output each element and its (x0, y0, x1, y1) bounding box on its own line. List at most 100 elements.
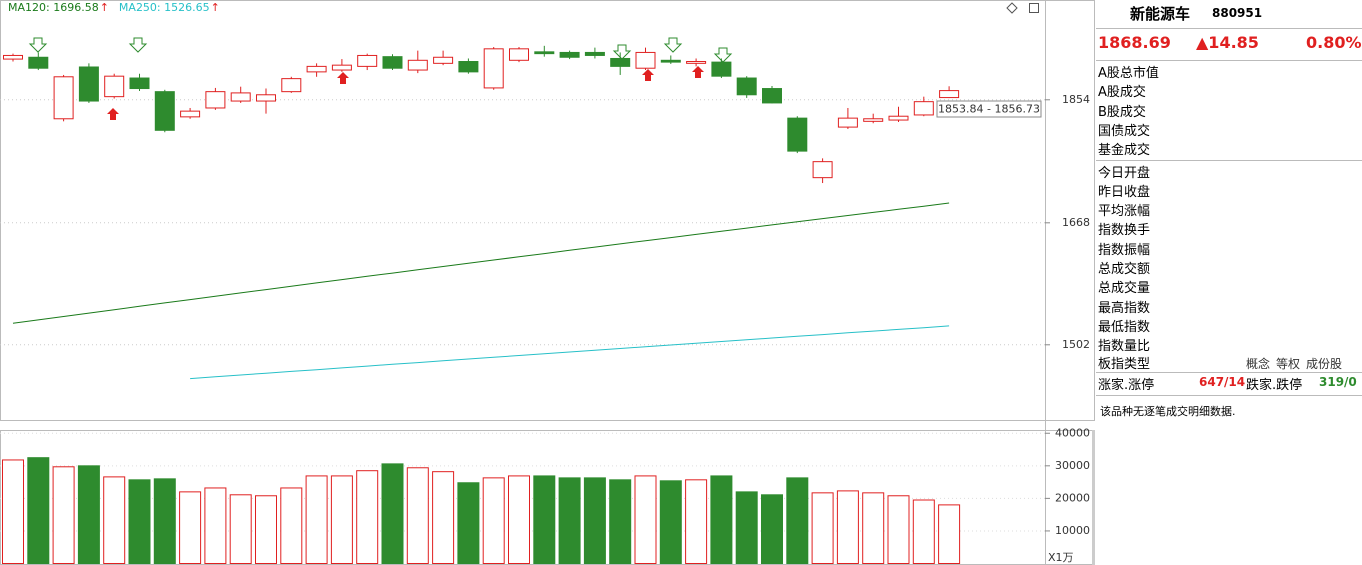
candle-body (509, 48, 529, 61)
candle-body (483, 48, 504, 89)
volume-bar (330, 475, 353, 565)
candle-body (129, 77, 150, 90)
candle-body (357, 54, 378, 67)
buy-signal (642, 69, 654, 81)
candle-body (837, 117, 858, 128)
volume-bar (811, 492, 834, 564)
y-tick-label: 1502 (1062, 338, 1090, 351)
candle-body (863, 118, 884, 122)
index-code: 880951 (1212, 6, 1263, 20)
row-label: A股总市值 (1098, 66, 1159, 81)
scrollbar[interactable] (1092, 430, 1095, 565)
volume-bar (887, 495, 910, 564)
change: ▲14.85 (1196, 33, 1259, 52)
legend-entry: MA250: 1526.65 (119, 1, 210, 14)
index-name: 新能源车 (1130, 5, 1191, 23)
candle-body (205, 91, 226, 109)
divider (1096, 395, 1362, 396)
volume-bar (685, 479, 708, 565)
sell-signal (713, 47, 733, 63)
candle-body (534, 51, 555, 55)
candle-body (28, 56, 49, 69)
candle-body (407, 59, 428, 71)
volume-bar (508, 475, 530, 565)
candle-body (711, 61, 732, 77)
candle-body (939, 90, 960, 99)
volume-bar (77, 465, 100, 565)
candle-body (331, 64, 352, 71)
candle-body (787, 117, 808, 152)
volume-bar (938, 504, 961, 565)
candle-body (230, 92, 251, 102)
sell-signal (612, 44, 632, 60)
volume-bar (179, 491, 202, 564)
price: 1868.69 (1098, 33, 1171, 52)
candle-body (458, 61, 479, 73)
index-type-option[interactable]: 成份股 (1306, 357, 1343, 371)
divider (1096, 372, 1362, 373)
row-label: 今日开盘 (1098, 165, 1151, 181)
volume-bar (862, 492, 885, 564)
volume-bar (482, 477, 505, 564)
candle-body (180, 110, 201, 118)
volume-bar (2, 459, 24, 564)
row-label: 昨日收盘 (1098, 184, 1151, 200)
index-type-option[interactable]: 概念 (1246, 357, 1271, 371)
y-tick-label: 1854 (1062, 93, 1090, 106)
row-label: 最低指数 (1098, 319, 1151, 335)
index-type-option[interactable]: 等权 (1276, 357, 1301, 371)
row-label: B股成交 (1098, 104, 1146, 120)
legend-entry: MA120: 1696.58 (8, 1, 99, 14)
divider (1096, 160, 1362, 161)
candle-body (78, 66, 99, 102)
buy-signal (107, 108, 119, 120)
candle-body (382, 56, 403, 69)
down-count: 319/0 (1319, 375, 1357, 389)
sell-signal (663, 37, 683, 53)
volume-bar (381, 463, 404, 564)
up-label: 涨家.涨停 (1098, 378, 1155, 393)
y-tick-label: 40000 (1055, 426, 1090, 439)
volume-bar (533, 475, 556, 565)
chart-area: 1853.84 - 1856.73 X1万 1502 1668 1854 MA120:… (0, 0, 1095, 565)
buy-signal (337, 72, 349, 84)
ma-line (190, 325, 950, 380)
change-pct: 0.80% (1306, 33, 1362, 52)
candle-body (256, 94, 276, 102)
candle-body (812, 161, 833, 179)
volume-bar (204, 487, 227, 564)
row-label: 总成交量 (1098, 281, 1151, 297)
volume-bar (912, 499, 935, 565)
volume-bar (103, 476, 126, 565)
diamond-icon[interactable] (1006, 2, 1018, 14)
volume-bar (558, 477, 581, 564)
volume-bar (153, 478, 176, 564)
row-label: A股成交 (1098, 85, 1146, 101)
volume-bar (634, 475, 657, 565)
volume-bar (356, 470, 379, 565)
candle-body (281, 78, 302, 93)
down-label: 跌家.跌停 (1246, 378, 1303, 393)
candle-body (306, 65, 327, 73)
legend-arrow: ↑ (211, 1, 220, 14)
row-label: 指数量比 (1098, 339, 1151, 355)
row-label: 基金成交 (1098, 143, 1151, 159)
candle-body (913, 101, 934, 116)
candle-body (736, 77, 757, 96)
ma-line (12, 202, 950, 324)
volume-bar (432, 471, 455, 564)
volume-bar (280, 487, 303, 564)
window-icon[interactable] (1029, 3, 1039, 13)
candle-body (433, 56, 454, 64)
y-tick-label: 10000 (1055, 524, 1090, 537)
divider (1096, 28, 1362, 29)
sell-signal (28, 37, 48, 53)
volume-bar (52, 466, 75, 565)
candle-body (660, 59, 681, 63)
sell-signal (128, 37, 148, 53)
candle-body (686, 61, 707, 64)
candle-body (53, 76, 74, 120)
row-label: 指数振幅 (1098, 242, 1151, 258)
signals (28, 37, 733, 120)
